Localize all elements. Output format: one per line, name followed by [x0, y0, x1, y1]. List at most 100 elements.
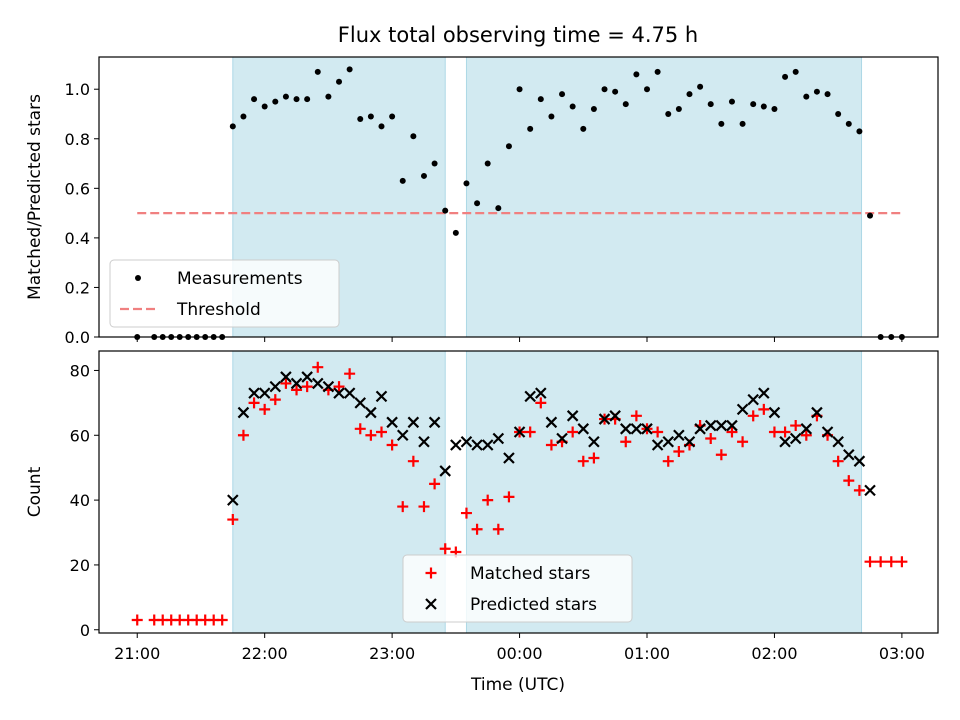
matched-stars-point [620, 436, 632, 448]
predicted-stars-point [290, 377, 303, 390]
predicted-stars-point [311, 377, 324, 390]
matched-stars-point [885, 556, 897, 568]
matched-stars-point [280, 377, 292, 389]
matched-stars-point [588, 452, 600, 464]
matched-stars-point [790, 420, 802, 432]
measurement-point [835, 110, 842, 117]
x-tick-label: 01:00 [624, 644, 670, 663]
predicted-stars-point [779, 435, 791, 448]
predicted-stars-point [704, 419, 717, 432]
predicted-stars-point [577, 423, 590, 435]
measurement-point [399, 177, 406, 184]
predicted-stars-point [492, 432, 505, 445]
predicted-stars-point [843, 448, 855, 461]
x-tick-label: 00:00 [497, 644, 543, 663]
matched-stars-point [354, 423, 366, 435]
measurement-point [282, 93, 289, 100]
measurement-point [739, 120, 746, 127]
y-axis-label: Count [25, 466, 45, 517]
predicted-stars-point [513, 426, 526, 438]
measurement-point [760, 103, 767, 110]
chart-title: Flux total observing time = 4.75 h [338, 23, 698, 47]
measurement-point [633, 71, 640, 78]
predicted-stars-point [662, 435, 675, 448]
y-tick-label: 0 [80, 621, 90, 640]
legend-label: Measurements [177, 269, 303, 289]
measurement-point [420, 172, 427, 179]
measurement-point [495, 205, 502, 212]
predicted-stars-point [396, 429, 409, 442]
x-tick-label: 21:00 [114, 644, 160, 663]
predicted-stars-point [683, 435, 696, 448]
predicted-stars-point [598, 413, 611, 425]
axes-frame [98, 350, 939, 634]
x-tick-label: 23:00 [369, 644, 415, 663]
x-axis-label: Time (UTC) [470, 675, 565, 695]
predicted-stars-point [800, 423, 813, 435]
predicted-stars-point [418, 435, 430, 448]
predicted-stars-point [588, 435, 600, 448]
measurement-point [856, 128, 863, 135]
matched-stars-point [567, 426, 579, 438]
matched-stars-point [386, 439, 398, 451]
measurement-point [229, 123, 236, 130]
legend-marker-measurements [135, 275, 141, 281]
measurement-point [346, 66, 353, 73]
predicted-stars-point [853, 455, 866, 467]
matched-stars-point [344, 368, 356, 380]
measurement-point [410, 133, 417, 140]
measurement-point [272, 98, 279, 105]
predicted-stars-point [524, 390, 536, 403]
predicted-stars-point [301, 371, 313, 383]
matched-stars-point [747, 410, 759, 422]
predicted-stars-point [694, 423, 706, 435]
y-tick-label: 0.6 [65, 179, 90, 198]
matched-stars-point [375, 426, 387, 438]
predicted-stars-point [503, 452, 515, 464]
measurement-point [718, 120, 725, 127]
predicted-stars-point [365, 406, 377, 419]
matched-stars-point [227, 514, 239, 526]
x-tick-label: 03:00 [879, 644, 925, 663]
legend-box [109, 259, 340, 328]
measurement-point [686, 91, 693, 98]
matched-stars-point [726, 426, 738, 438]
measurement-point [622, 101, 629, 108]
predicted-stars-point [821, 426, 834, 438]
matched-stars-point [460, 507, 472, 519]
measurement-point [601, 86, 608, 93]
predicted-stars-point [227, 494, 239, 506]
matched-stars-point [662, 455, 674, 467]
measurement-point [527, 125, 534, 132]
matched-stars-point [737, 436, 749, 448]
matched-stars-point [301, 381, 313, 393]
matched-stars-point [269, 394, 281, 406]
predicted-stars-point [460, 435, 473, 448]
y-tick-label: 20 [70, 556, 90, 575]
y-tick-label: 0.2 [65, 278, 90, 297]
measurement-point [452, 229, 459, 236]
predicted-stars-point [641, 423, 653, 435]
predicted-stars-point [609, 410, 621, 422]
predicted-stars-point [248, 387, 260, 399]
measurement-point [559, 91, 566, 98]
measurement-point [803, 93, 810, 100]
measurement-point [304, 96, 311, 103]
predicted-stars-point [535, 387, 547, 399]
measurement-point [240, 113, 247, 120]
legend-marker-predicted [425, 598, 437, 610]
matched-stars-point [503, 491, 515, 503]
predicted-stars-point [545, 416, 558, 429]
matched-stars-point [259, 403, 271, 415]
matched-stars-point [545, 439, 557, 451]
x-tick-label: 22:00 [242, 644, 288, 663]
measurement-point [771, 106, 778, 113]
predicted-stars-point [333, 387, 345, 399]
x-tick-label: 02:00 [751, 644, 797, 663]
measurement-point [357, 115, 364, 122]
predicted-stars-point [343, 387, 356, 399]
predicted-stars-point [811, 406, 823, 419]
matched-stars-point [248, 397, 260, 409]
matched-stars-point [471, 523, 483, 535]
